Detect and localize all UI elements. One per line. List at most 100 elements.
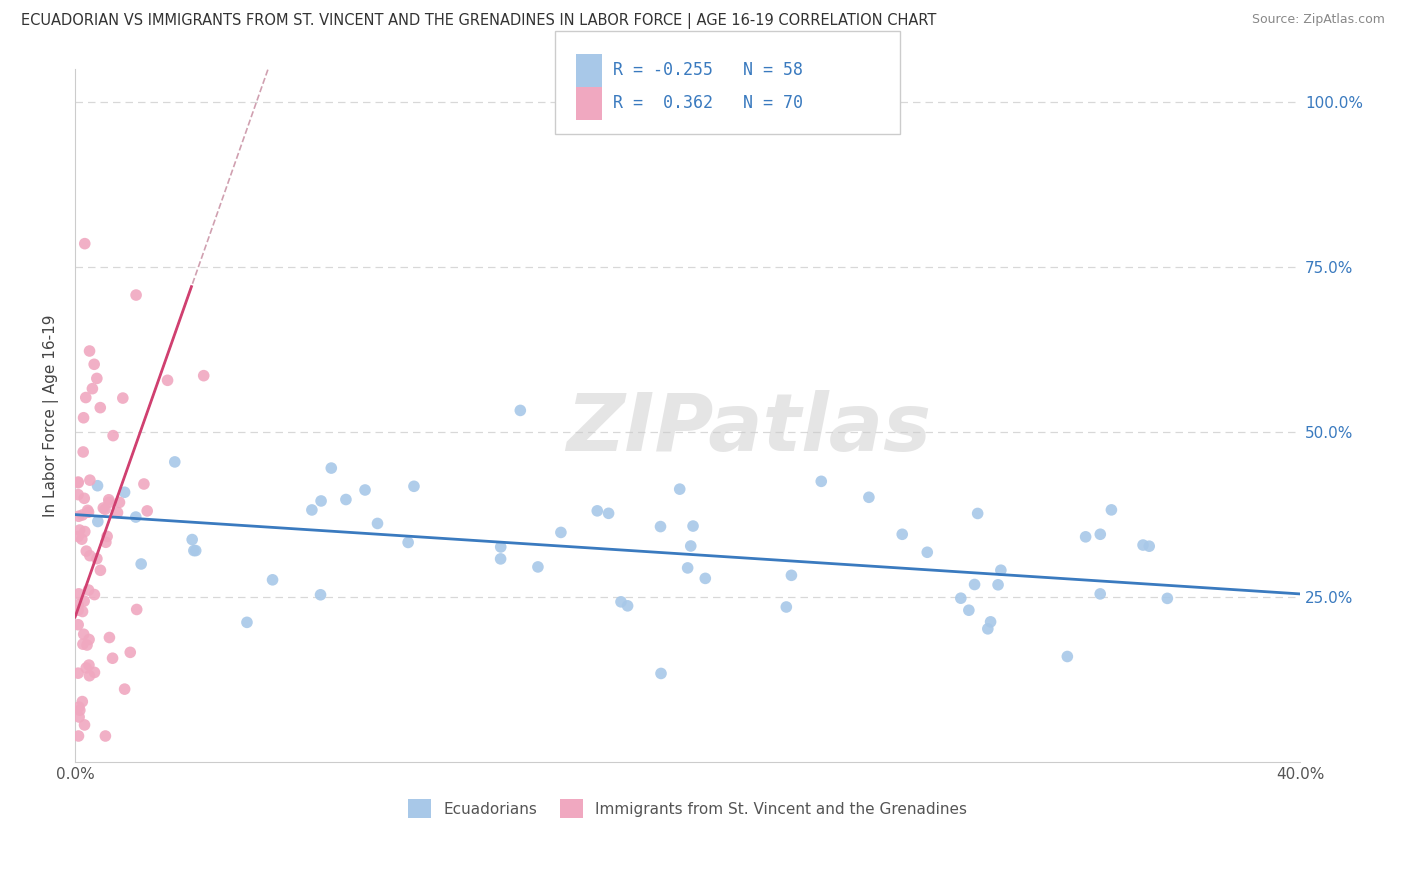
Point — [586, 504, 609, 518]
Point — [132, 477, 155, 491]
Point — [184, 543, 207, 558]
Point — [75, 391, 97, 405]
Point — [101, 651, 124, 665]
Point — [682, 519, 704, 533]
Text: R =  0.362   N = 70: R = 0.362 N = 70 — [613, 95, 803, 112]
Point — [69, 703, 91, 717]
Point — [82, 382, 104, 396]
Point — [77, 658, 100, 673]
Point — [67, 475, 90, 490]
Point — [83, 357, 105, 371]
Point — [79, 344, 101, 359]
Point — [366, 516, 388, 531]
Point — [107, 506, 129, 520]
Point — [72, 695, 94, 709]
Point — [980, 615, 1002, 629]
Point — [966, 507, 988, 521]
Point — [91, 500, 114, 515]
Point — [86, 551, 108, 566]
Point — [987, 578, 1010, 592]
Point — [67, 729, 90, 743]
Point — [949, 591, 972, 606]
Point — [83, 665, 105, 680]
Point — [67, 666, 90, 681]
Point — [957, 603, 980, 617]
Point — [125, 510, 148, 524]
Point — [668, 482, 690, 496]
Point — [262, 573, 284, 587]
Point — [136, 504, 159, 518]
Point — [67, 475, 90, 489]
Point — [79, 669, 101, 683]
Point — [89, 563, 111, 577]
Point — [67, 529, 90, 543]
Point — [72, 410, 94, 425]
Point — [72, 445, 94, 459]
Point — [73, 491, 96, 506]
Point — [163, 455, 186, 469]
Legend: Ecuadorians, Immigrants from St. Vincent and the Grenadines: Ecuadorians, Immigrants from St. Vincent… — [402, 793, 973, 824]
Text: ECUADORIAN VS IMMIGRANTS FROM ST. VINCENT AND THE GRENADINES IN LABOR FORCE | AG: ECUADORIAN VS IMMIGRANTS FROM ST. VINCEN… — [21, 13, 936, 29]
Point — [354, 483, 377, 497]
Point — [489, 552, 512, 566]
Point — [309, 588, 332, 602]
Point — [598, 506, 620, 520]
Point — [67, 598, 90, 612]
Text: R = -0.255   N = 58: R = -0.255 N = 58 — [613, 62, 803, 79]
Point — [509, 403, 531, 417]
Point — [193, 368, 215, 383]
Point — [67, 617, 90, 632]
Point — [94, 535, 117, 549]
Point — [156, 373, 179, 387]
Point — [125, 288, 148, 302]
Text: ZIPatlas: ZIPatlas — [567, 391, 931, 468]
Point — [73, 594, 96, 608]
Point — [650, 519, 672, 533]
Point — [87, 515, 110, 529]
Point — [335, 492, 357, 507]
Text: Source: ZipAtlas.com: Source: ZipAtlas.com — [1251, 13, 1385, 27]
Point — [94, 729, 117, 743]
Point — [108, 495, 131, 509]
Point — [83, 588, 105, 602]
Point — [114, 682, 136, 697]
Point — [990, 563, 1012, 577]
Point — [610, 595, 633, 609]
Point — [402, 479, 425, 493]
Point — [780, 568, 803, 582]
Point — [67, 488, 90, 502]
Point — [775, 599, 797, 614]
Point — [1132, 538, 1154, 552]
Point — [77, 582, 100, 597]
Point — [79, 549, 101, 563]
Point — [76, 503, 98, 517]
Point — [86, 371, 108, 385]
Point — [309, 494, 332, 508]
Point — [96, 529, 118, 543]
Point — [67, 587, 90, 601]
Point — [67, 603, 90, 617]
Point — [858, 490, 880, 504]
Point — [86, 479, 108, 493]
Point — [111, 391, 134, 405]
Point — [550, 525, 572, 540]
Point — [181, 533, 204, 547]
Point — [72, 637, 94, 651]
Point — [72, 605, 94, 619]
Point — [810, 475, 832, 489]
Point — [963, 577, 986, 591]
Point — [679, 539, 702, 553]
Point — [489, 540, 512, 554]
Point — [76, 638, 98, 652]
Point — [114, 485, 136, 500]
Point — [125, 602, 148, 616]
Point — [1090, 587, 1112, 601]
Point — [183, 543, 205, 558]
Point — [94, 502, 117, 516]
Point — [1156, 591, 1178, 606]
Point — [73, 627, 96, 641]
Point — [67, 700, 90, 714]
Point — [129, 557, 152, 571]
Point — [891, 527, 914, 541]
Point — [75, 661, 97, 675]
